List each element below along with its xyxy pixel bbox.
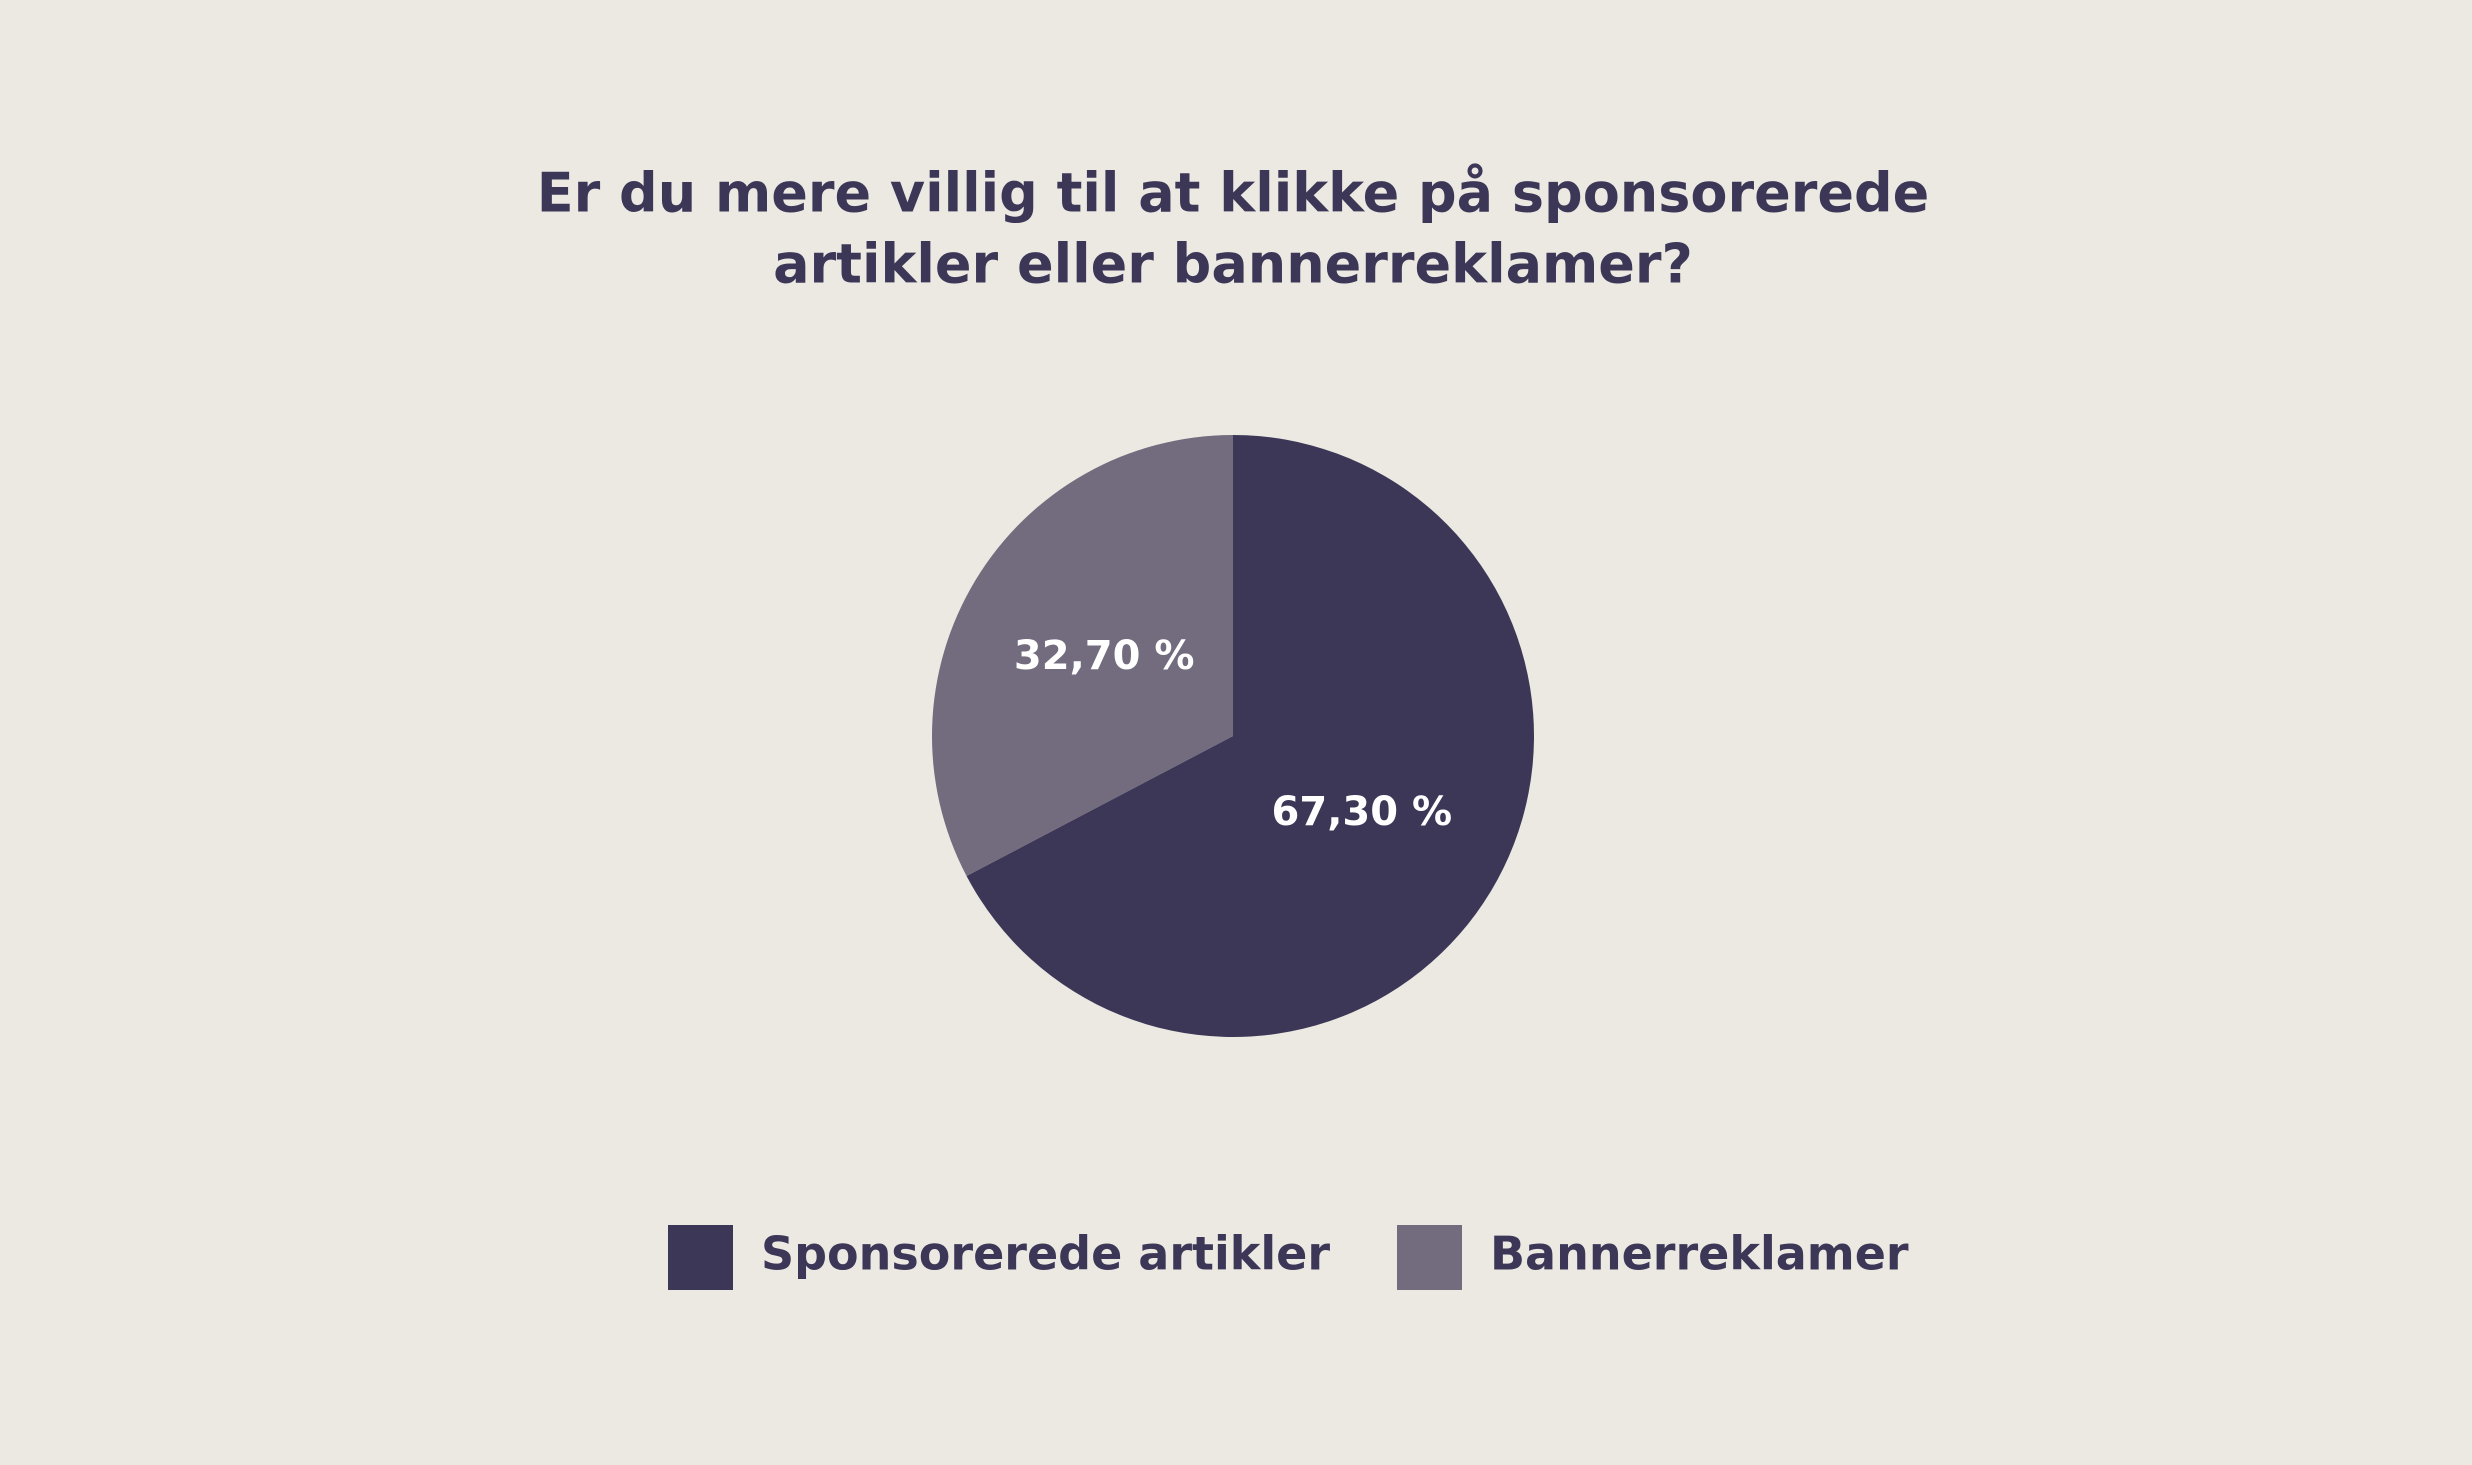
legend-swatch <box>1397 1225 1462 1290</box>
value-label: 67,30 % <box>1272 789 1453 835</box>
value-label: 32,70 % <box>1014 633 1195 679</box>
legend-label: Sponsorerede artikler <box>761 1227 1330 1281</box>
legend-swatch <box>668 1225 733 1290</box>
chart-title: Er du mere villig til at klikke på spons… <box>537 162 1930 225</box>
legend-label: Bannerreklamer <box>1490 1227 1909 1281</box>
pie-slice <box>966 435 1534 1038</box>
chart-title: artikler eller bannerreklamer? <box>773 233 1693 296</box>
pie-slice <box>932 435 1233 877</box>
